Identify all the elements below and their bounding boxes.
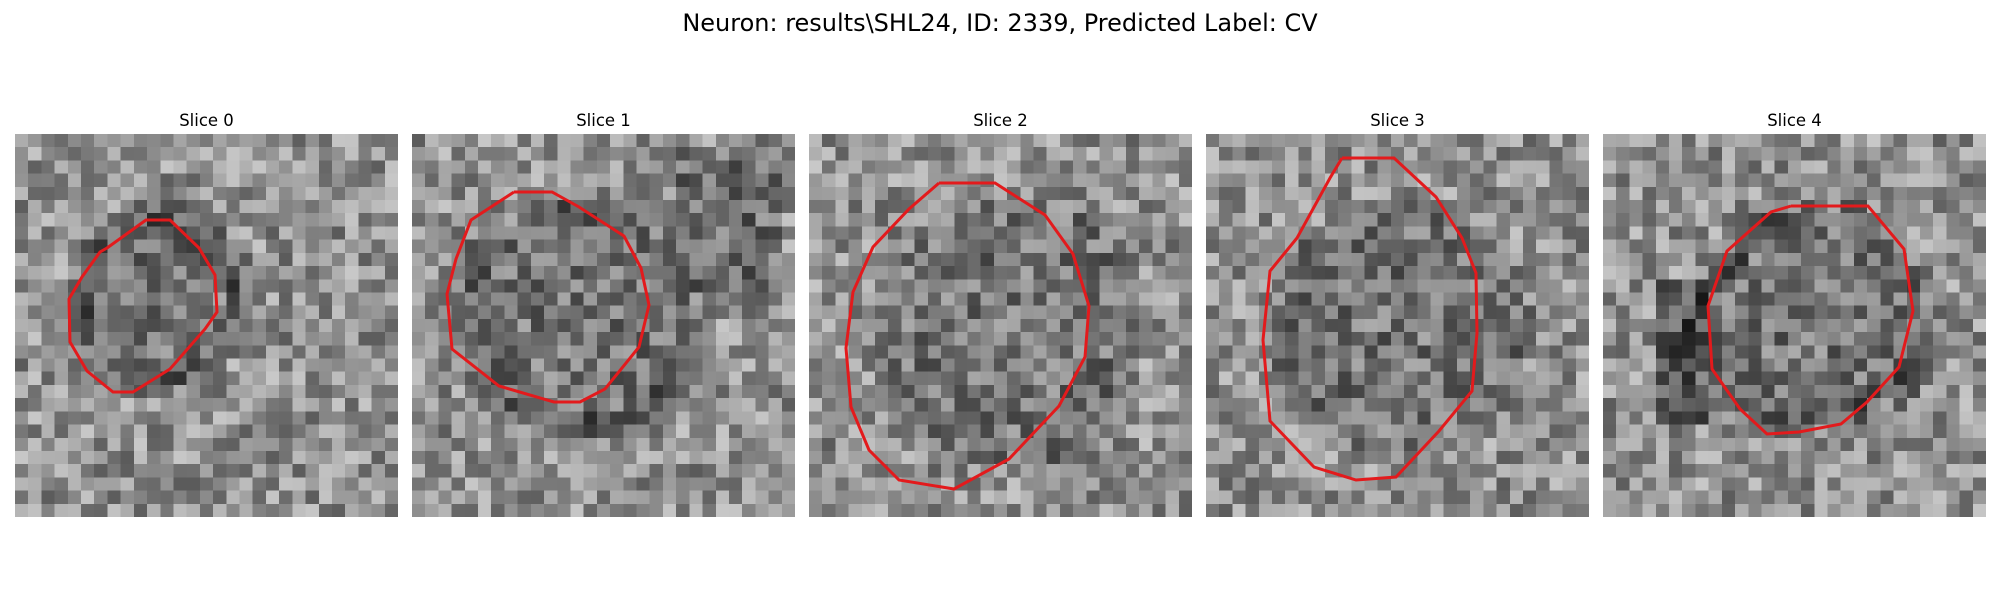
slice-image [15,134,398,517]
slice-title: Slice 2 [973,111,1028,130]
slice-panel-1: Slice 1 [412,108,795,517]
slice-image [809,134,1192,517]
contour-line [445,190,651,404]
contour-line [1261,156,1479,482]
contour-line [844,181,1091,491]
slice-title: Slice 1 [576,111,631,130]
roi-contour [445,190,651,404]
grayscale-image [1206,134,1589,517]
grayscale-image [1603,134,1986,517]
contour-line [67,218,219,394]
roi-contour [1261,156,1479,482]
slice-image [1603,134,1986,517]
grayscale-image [412,134,795,517]
slice-image [412,134,795,517]
slice-panel-4: Slice 4 [1603,108,1986,517]
roi-contour [1706,204,1915,436]
slice-title: Slice 4 [1767,111,1822,130]
slice-panel-3: Slice 3 [1206,108,1589,517]
contour-line [1706,204,1915,436]
slice-title: Slice 0 [179,111,234,130]
slice-title: Slice 3 [1370,111,1425,130]
roi-contour [67,218,219,394]
figure-title: Neuron: results\SHL24, ID: 2339, Predict… [682,9,1318,37]
slice-panel-2: Slice 2 [809,108,1192,517]
roi-contour [844,181,1091,491]
slice-panel-0: Slice 0 [15,108,398,517]
slice-image [1206,134,1589,517]
